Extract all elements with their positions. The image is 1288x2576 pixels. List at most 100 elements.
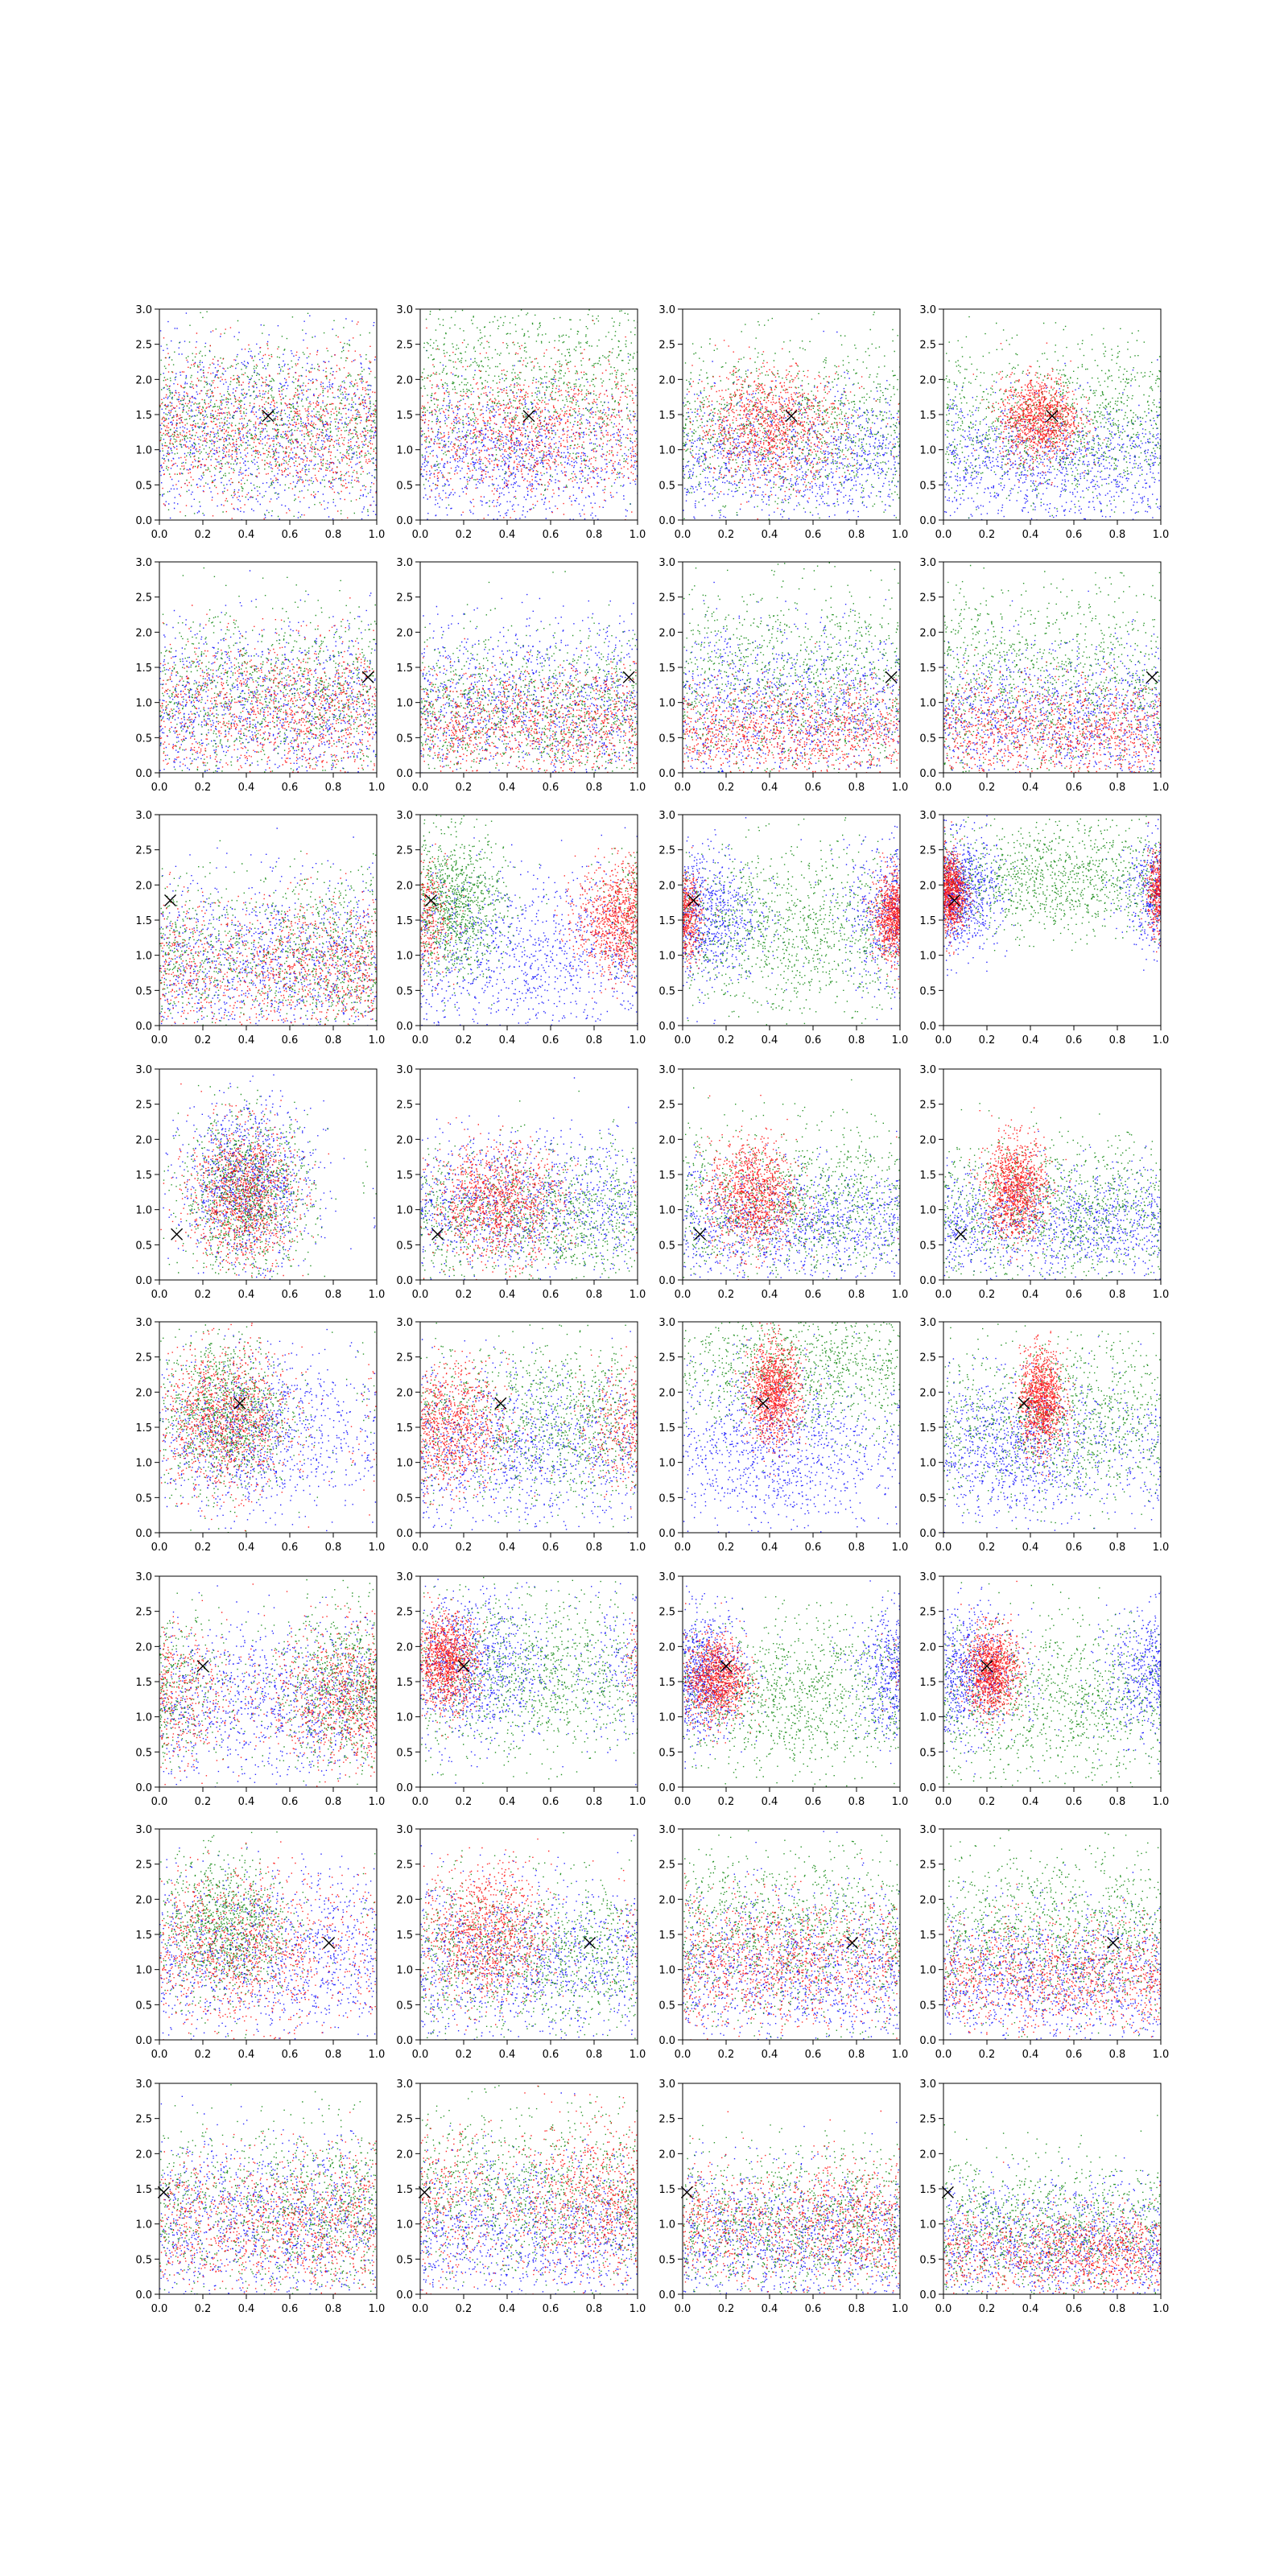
y-tick-label: 2.0: [919, 1387, 936, 1399]
x-tick-label: 0.4: [238, 529, 255, 541]
scatter-points: [683, 817, 901, 1026]
y-tick-label: 1.5: [658, 1677, 675, 1689]
x-tick-label: 0.0: [935, 1034, 952, 1046]
scatter-points: [159, 1323, 378, 1533]
y-tick-label: 1.0: [658, 445, 675, 457]
points-blue: [420, 1077, 638, 1281]
y-tick-label: 0.5: [135, 480, 152, 492]
axes-frame: [943, 1322, 1161, 1533]
y-tick-label: 1.5: [658, 1930, 675, 1942]
x-tick-label: 0.2: [979, 1796, 996, 1808]
y-tick-label: 1.0: [658, 698, 675, 710]
y-tick-label: 2.5: [919, 592, 936, 605]
y-tick-label: 3.0: [135, 304, 152, 316]
x-tick-label: 0.0: [412, 1796, 429, 1808]
x-tick-label: 0.0: [412, 529, 429, 541]
x-tick-label: 0.2: [718, 2049, 735, 2061]
y-tick-label: 3.0: [658, 557, 675, 569]
x-tick-label: 0.2: [195, 529, 212, 541]
x-tick-label: 0.2: [456, 529, 473, 541]
y-tick-label: 0.5: [919, 480, 936, 492]
scatter-points: [683, 2111, 901, 2295]
subplot-r5-c2: 0.0 0.2 0.4 0.6 0.8 1.00.00.51.01.52.02.53.0: [396, 1317, 646, 1554]
points-red: [943, 1884, 1162, 2041]
scatter-points: [683, 1080, 902, 1282]
y-tick-label: 1.5: [396, 1677, 413, 1689]
y-tick-label: 1.5: [135, 663, 152, 675]
y-tick-label: 0.5: [396, 1240, 413, 1252]
points-blue: [159, 1329, 378, 1531]
y-tick-label: 1.5: [135, 410, 152, 422]
scatter-points: [420, 1577, 638, 1785]
x-tick-label: 1.0: [1153, 1289, 1170, 1301]
y-tick-label: 2.0: [919, 627, 936, 639]
y-tick-label: 2.5: [396, 1100, 413, 1112]
y-tick-label: 2.0: [396, 2149, 413, 2161]
x-tick-label: 1.0: [369, 529, 386, 541]
y-tick-label: 1.5: [919, 663, 936, 675]
y-tick-label: 0.0: [919, 1275, 936, 1287]
points-red: [683, 340, 900, 519]
y-tick-label: 0.0: [396, 768, 413, 780]
y-tick-label: 3.0: [396, 1317, 413, 1329]
y-tick-label: 2.0: [919, 1894, 936, 1906]
y-tick-label: 0.0: [396, 2289, 413, 2301]
x-tick-label: 0.6: [1066, 782, 1083, 794]
y-tick-label: 2.0: [396, 1387, 413, 1399]
x-tick-label: 1.0: [630, 1289, 646, 1301]
y-tick-label: 3.0: [135, 2079, 152, 2091]
x-tick-label: 0.4: [238, 1034, 255, 1046]
x-tick-label: 0.2: [718, 1796, 735, 1808]
y-tick-label: 1.5: [396, 1170, 413, 1182]
y-tick-label: 0.0: [135, 1782, 152, 1794]
x-tick-label: 0.6: [543, 782, 559, 794]
y-tick-label: 1.5: [396, 2184, 413, 2196]
points-blue: [420, 1835, 638, 2041]
y-tick-label: 3.0: [658, 2079, 675, 2091]
x-tick-label: 1.0: [630, 2049, 646, 2061]
y-tick-label: 1.0: [919, 2219, 936, 2231]
y-tick-label: 2.0: [135, 627, 152, 639]
y-tick-label: 3.0: [396, 557, 413, 569]
x-tick-label: 0.0: [935, 1796, 952, 1808]
subplot-r2-c2: 0.0 0.2 0.4 0.6 0.8 1.00.00.51.01.52.02.53.0: [396, 557, 646, 794]
x-tick-label: 0.0: [151, 1034, 168, 1046]
x-tick-label: 0.4: [238, 782, 255, 794]
subplot-r3-c2: 0.0 0.2 0.4 0.6 0.8 1.00.00.51.01.52.02.53.0: [396, 810, 646, 1046]
x-tick-label: 0.8: [586, 529, 603, 541]
y-tick-label: 1.0: [919, 698, 936, 710]
x-tick-label: 0.4: [238, 1796, 255, 1808]
x-tick-label: 0.6: [543, 1289, 559, 1301]
y-tick-label: 0.5: [919, 1492, 936, 1505]
points-green: [683, 1080, 902, 1280]
y-tick-label: 2.0: [658, 880, 675, 892]
points-red: [420, 1346, 638, 1509]
subplot-r7-c2: 0.0 0.2 0.4 0.6 0.8 1.00.00.51.01.52.02.53.0: [396, 1824, 646, 2061]
y-tick-label: 2.5: [658, 1607, 675, 1619]
y-tick-label: 1.5: [135, 1422, 152, 1435]
x-tick-label: 0.6: [282, 1542, 299, 1554]
x-tick-label: 0.8: [1109, 1796, 1126, 1808]
y-tick-label: 1.5: [396, 1930, 413, 1942]
y-tick-label: 0.5: [135, 985, 152, 997]
y-tick-label: 2.0: [658, 374, 675, 386]
x-tick-label: 0.6: [282, 1034, 299, 1046]
x-tick-label: 0.6: [1066, 2049, 1083, 2061]
x-tick-label: 0.8: [325, 782, 342, 794]
subplot-r5-c3: 0.0 0.2 0.4 0.6 0.8 1.00.00.51.01.52.02.53.0: [658, 1317, 908, 1554]
subplot-r7-c3: 0.0 0.2 0.4 0.6 0.8 1.00.00.51.01.52.02.53.0: [658, 1824, 908, 2061]
x-tick-label: 0.4: [1022, 1542, 1039, 1554]
y-tick-label: 1.0: [396, 1965, 413, 1977]
y-tick-label: 2.5: [396, 1352, 413, 1364]
y-tick-label: 2.5: [135, 845, 152, 857]
x-tick-label: 0.6: [282, 1796, 299, 1808]
x-tick-label: 0.2: [195, 1034, 212, 1046]
y-tick-label: 3.0: [658, 1317, 675, 1329]
y-tick-label: 0.5: [919, 1240, 936, 1252]
x-tick-label: 0.0: [675, 1542, 691, 1554]
y-tick-label: 2.0: [919, 1134, 936, 1146]
y-tick-label: 2.5: [396, 2114, 413, 2126]
y-tick-label: 1.0: [919, 1205, 936, 1217]
y-tick-label: 3.0: [135, 1571, 152, 1583]
